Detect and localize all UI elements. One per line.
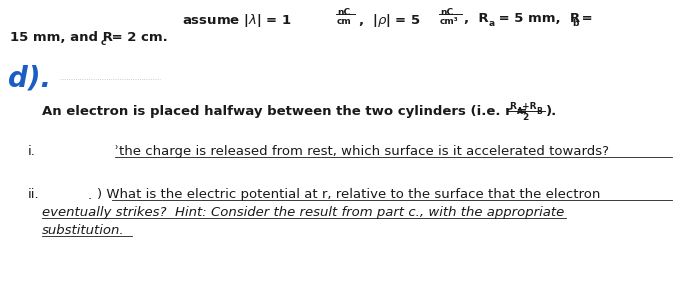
Text: .: . <box>88 189 92 202</box>
Text: ) What is the electric potential at r, relative to the surface that the electron: ) What is the electric potential at r, r… <box>97 188 600 201</box>
Text: ,  R: , R <box>464 12 488 25</box>
Text: nC: nC <box>337 8 350 17</box>
Text: R: R <box>509 102 516 111</box>
Text: = 2 cm.: = 2 cm. <box>107 31 168 44</box>
Text: cm³: cm³ <box>440 17 459 26</box>
Text: c: c <box>101 38 106 47</box>
Text: nC: nC <box>440 8 453 17</box>
Text: 2: 2 <box>522 113 528 122</box>
Text: assume |$\lambda$| = 1: assume |$\lambda$| = 1 <box>182 12 292 29</box>
Text: An electron is placed halfway between the two cylinders (i.e. r =: An electron is placed halfway between th… <box>42 105 532 118</box>
Text: ʾthe charge is released from rest, which surface is it accelerated towards?: ʾthe charge is released from rest, which… <box>115 145 609 158</box>
Text: A: A <box>517 107 523 116</box>
Text: = 5 mm,  R: = 5 mm, R <box>494 12 580 25</box>
Text: a: a <box>489 19 495 28</box>
Text: substitution.: substitution. <box>42 224 125 237</box>
Text: +R: +R <box>522 102 536 111</box>
Text: ).: ). <box>546 105 558 118</box>
Text: ,  |$\rho$| = 5: , |$\rho$| = 5 <box>358 12 421 29</box>
Text: eventually strikes?  Hint: Consider the result from part c., with the appropriat: eventually strikes? Hint: Consider the r… <box>42 206 564 219</box>
Text: d).: d). <box>8 65 51 93</box>
Text: b: b <box>572 19 578 28</box>
Text: i.: i. <box>28 145 36 158</box>
Text: B: B <box>536 107 542 116</box>
Text: cm: cm <box>337 17 352 26</box>
Text: =: = <box>577 12 593 25</box>
Text: 15 mm, and R: 15 mm, and R <box>10 31 113 44</box>
Text: ii.: ii. <box>28 188 40 201</box>
